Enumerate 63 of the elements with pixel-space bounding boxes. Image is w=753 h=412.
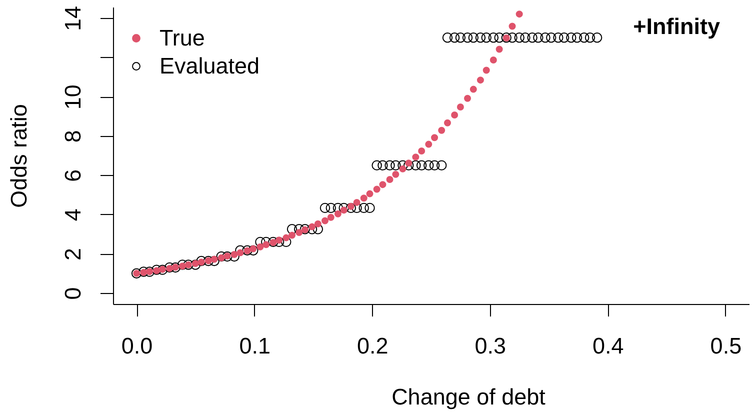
point: [508, 22, 516, 30]
x-tick-label: 0.0: [121, 334, 153, 358]
point: [438, 126, 446, 134]
y-tick-label: 14: [60, 6, 86, 32]
point: [314, 220, 322, 228]
point: [256, 243, 264, 250]
x-tick-label: 0.4: [592, 334, 624, 358]
point: [431, 134, 438, 142]
point: [405, 160, 412, 167]
point: [262, 241, 270, 248]
point: [412, 154, 420, 161]
point: [496, 46, 503, 53]
y-tick-label: 10: [60, 84, 86, 110]
point: [360, 194, 368, 202]
point: [444, 119, 451, 126]
legend-label: True: [160, 25, 205, 50]
point: [516, 10, 523, 18]
point: [373, 186, 380, 193]
y-tick-label: 2: [60, 248, 86, 260]
legend-label: Evaluated: [160, 53, 260, 78]
point: [476, 76, 484, 84]
point: [379, 181, 386, 188]
point: [178, 262, 186, 270]
point: [192, 260, 199, 268]
y-tick-label: 6: [60, 169, 86, 182]
point: [490, 56, 497, 64]
point: [366, 190, 374, 198]
point: [470, 86, 477, 93]
point: [276, 236, 283, 244]
point: [456, 103, 464, 110]
x-tick-label: 0.2: [356, 334, 388, 358]
point: [392, 170, 400, 178]
x-tick-label: 0.1: [239, 334, 270, 358]
x-axis-title: Change of debt: [392, 384, 546, 410]
point: [270, 239, 277, 246]
point: [418, 147, 426, 154]
point: [296, 229, 303, 236]
y-tick-label: 8: [60, 130, 86, 143]
point: [236, 249, 244, 256]
point: [334, 210, 342, 218]
point: [386, 176, 394, 183]
point: [464, 94, 472, 102]
point: [288, 232, 296, 239]
point: [340, 206, 348, 214]
point: [282, 234, 290, 242]
x-tick-label: 0.5: [710, 334, 742, 358]
point: [153, 267, 160, 274]
annotation: +Infinity: [633, 14, 720, 39]
point: [353, 198, 360, 206]
y-axis-title: Odds ratio: [6, 104, 32, 208]
point: [451, 112, 458, 119]
point: [425, 140, 432, 148]
y-tick-label: 0: [60, 287, 86, 300]
point: [308, 223, 316, 230]
x-tick-label: 0.3: [474, 334, 506, 358]
point: [327, 214, 334, 221]
point: [250, 245, 257, 252]
point: [230, 251, 238, 258]
point: [322, 217, 328, 224]
point: [399, 165, 406, 172]
point: [482, 66, 490, 74]
point: [347, 202, 354, 210]
y-tick-label: 4: [60, 208, 86, 222]
